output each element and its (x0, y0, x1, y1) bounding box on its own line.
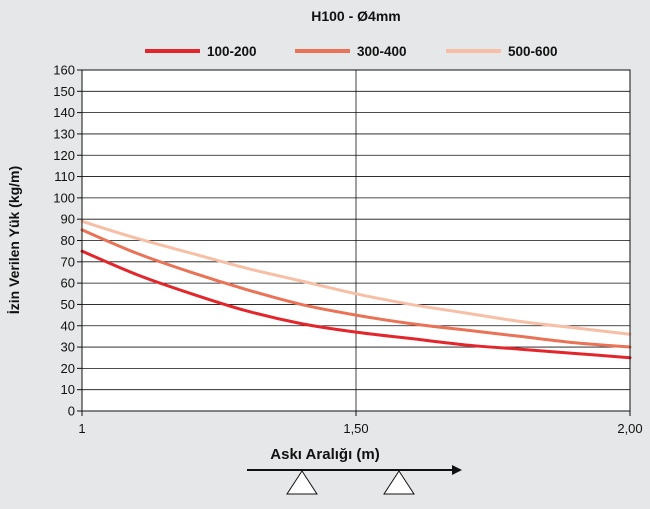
chart-title: H100 - Ø4mm (311, 8, 400, 24)
y-tick-label: 70 (61, 254, 75, 269)
y-tick-label: 100 (53, 190, 75, 205)
y-tick-label: 90 (61, 212, 75, 227)
legend-label: 100-200 (207, 44, 257, 59)
y-tick-label: 140 (53, 105, 75, 120)
x-tick-label: 1,50 (343, 421, 368, 436)
support-left-icon (286, 470, 318, 495)
y-tick-label: 80 (61, 233, 75, 248)
span-diagram (247, 465, 462, 495)
x-tick-label: 1 (78, 421, 85, 436)
y-tick-label: 150 (53, 84, 75, 99)
y-tick-label: 50 (61, 297, 75, 312)
y-tick-label: 60 (61, 276, 75, 291)
y-tick-label: 160 (53, 63, 75, 78)
span-arrow-head (452, 465, 462, 475)
y-tick-label: 0 (68, 404, 75, 419)
y-axis-label: İzin Verilen Yük (kg/m) (6, 166, 22, 314)
y-tick-label: 20 (61, 361, 75, 376)
y-tick-label: 130 (53, 126, 75, 141)
y-tick-label: 110 (54, 169, 75, 184)
x-axis-label: Askı Aralığı (m) (270, 446, 379, 463)
legend-label: 500-600 (508, 44, 558, 59)
y-tick-label: 10 (61, 382, 75, 397)
series-line-100-200 (80, 249, 632, 360)
y-tick-label: 30 (61, 340, 75, 355)
legend-label: 300-400 (357, 44, 407, 59)
series-line-300-400 (80, 228, 632, 349)
support-right-icon (383, 470, 415, 495)
grid (82, 70, 630, 411)
x-tick-label: 2,00 (617, 421, 642, 436)
series-group (80, 219, 632, 360)
y-tick-label: 120 (53, 148, 75, 163)
legend: 100-200 300-400 500-600 (145, 44, 558, 59)
y-tick-label: 40 (61, 318, 75, 333)
series-line-500-600 (80, 219, 632, 336)
axes: 0 10 20 30 40 50 60 70 80 90 100 110 120 130 140 150 160… (53, 63, 642, 437)
